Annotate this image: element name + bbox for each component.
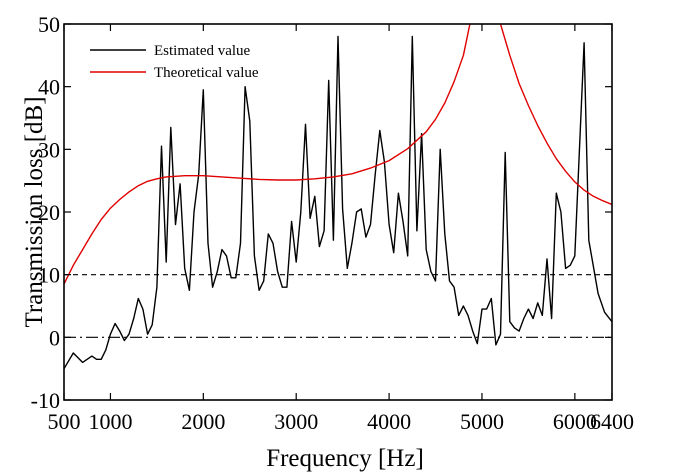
y-tick-label: 40 — [38, 75, 60, 100]
x-tick-label: 4000 — [367, 409, 411, 434]
series-group — [64, 24, 612, 370]
x-tick-label: 6000 — [553, 409, 597, 434]
legend: Estimated value Theoretical value — [84, 36, 304, 86]
x-tick-label: 1000 — [88, 409, 132, 434]
y-tick-label: 0 — [49, 325, 60, 350]
x-axis-title: Frequency [Hz] — [266, 445, 424, 472]
y-tick-label: 20 — [38, 200, 60, 225]
y-tick-label: 30 — [38, 137, 60, 162]
x-tick-label: 2000 — [181, 409, 225, 434]
legend-label-estimated: Estimated value — [154, 43, 251, 59]
y-tick-label: 50 — [38, 12, 60, 37]
x-tick-label: 500 — [48, 409, 81, 434]
x-tick-label: 5000 — [460, 409, 504, 434]
series-line-theoretical — [64, 24, 612, 285]
series-line-estimated — [64, 35, 612, 370]
reference-lines — [64, 274, 612, 338]
y-tick-label: -10 — [31, 388, 60, 413]
legend-label-theoretical: Theoretical value — [154, 65, 259, 81]
y-tick-label: 10 — [38, 263, 60, 288]
x-tick-label: 3000 — [274, 409, 318, 434]
y-axis-title: Transmission loss [dB] — [21, 96, 48, 327]
x-tick-label: 6400 — [590, 409, 634, 434]
legend-background — [84, 36, 304, 86]
